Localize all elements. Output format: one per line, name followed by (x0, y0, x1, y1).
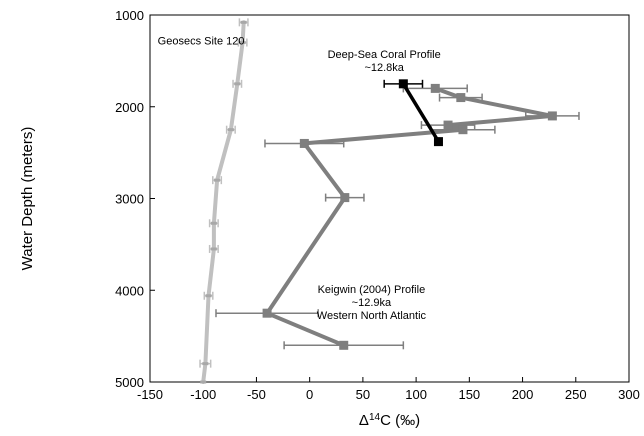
x-tick-label: -50 (247, 387, 266, 402)
x-axis-title: Δ14C (‰) (359, 412, 420, 430)
annotation-line: ~12.9ka (352, 297, 392, 309)
x-tick-label: 150 (458, 387, 480, 402)
data-point (227, 128, 234, 132)
x-axis-title-superscript: 14 (369, 412, 381, 423)
series-keigwin (215, 83, 580, 350)
data-point (299, 138, 309, 148)
x-tick-label: 200 (512, 387, 534, 402)
annotation-coral-label: Deep-Sea Coral Profile ~12.8ka (328, 49, 441, 74)
annotation-line: ~12.8ka (364, 62, 404, 74)
y-tick-label: 5000 (115, 375, 144, 390)
annotation-keigwin-label: Keigwin (2004) Profile ~12.9ka Western Nor… (317, 284, 427, 322)
series-line (265, 86, 555, 348)
y-tick-label: 3000 (115, 192, 144, 207)
data-point (210, 221, 217, 225)
data-point (205, 294, 212, 298)
y-tick-label: 4000 (115, 283, 144, 298)
data-point (210, 247, 217, 251)
data-point (458, 125, 468, 135)
series-deep_sea_coral (383, 79, 443, 147)
annotation-line: Western North Atlantic (317, 310, 427, 322)
y-tick-label: 2000 (115, 100, 144, 115)
data-point (234, 82, 241, 86)
x-tick-label: 250 (565, 387, 587, 402)
series-line (201, 20, 246, 384)
data-point (202, 362, 209, 366)
data-point (339, 340, 349, 350)
data-point (214, 178, 221, 182)
series-geosecs (199, 18, 249, 384)
y-tick-label: 1000 (115, 8, 144, 23)
x-axis-title-prefix: Δ (359, 412, 369, 429)
tick-layer: -150 -100 -50 0 50 100 150 200 250 300 1000 2000 300… (115, 8, 640, 402)
x-tick-label: 0 (306, 387, 313, 402)
series-line (401, 82, 441, 144)
x-tick-label: 50 (356, 387, 370, 402)
annotation-line: Deep-Sea Coral Profile (328, 49, 441, 61)
data-point (240, 20, 247, 24)
data-point (340, 193, 350, 203)
y-axis-title: Water Depth (meters) (19, 127, 36, 271)
data-point (262, 308, 272, 318)
x-tick-label: 100 (405, 387, 427, 402)
data-point (239, 41, 246, 45)
data-point (443, 120, 453, 130)
data-point (200, 380, 207, 384)
data-point (430, 83, 440, 93)
data-point (456, 93, 466, 103)
annotation-geosecs-label: Geosecs Site 120 (158, 35, 245, 47)
annotation-line: Geosecs Site 120 (158, 35, 245, 47)
series-layer (199, 18, 580, 384)
x-tick-label: -100 (190, 387, 216, 402)
data-point (433, 137, 443, 147)
data-point (547, 111, 557, 121)
annotation-line: Keigwin (2004) Profile (318, 284, 426, 296)
x-tick-label: 300 (618, 387, 640, 402)
x-tick-label: -150 (137, 387, 163, 402)
x-axis-title-suffix: C (‰) (380, 412, 420, 429)
data-point (398, 79, 408, 89)
